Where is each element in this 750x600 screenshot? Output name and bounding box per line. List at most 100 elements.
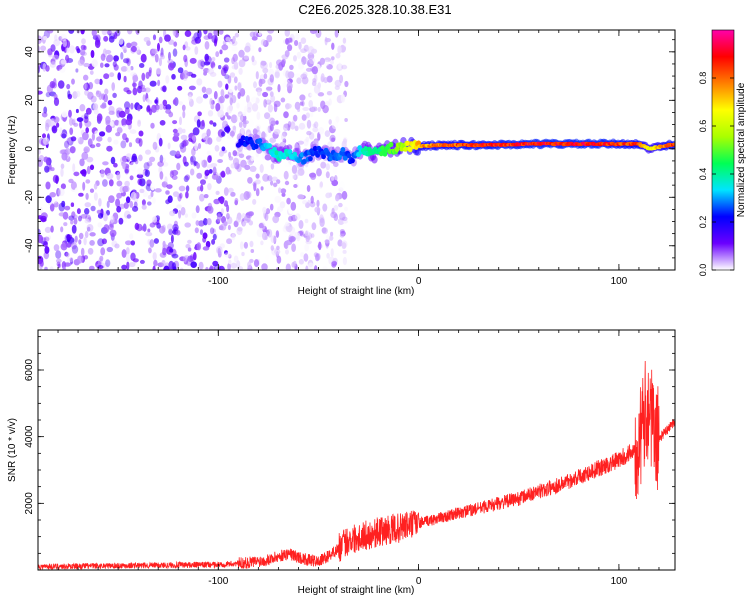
noise-blob <box>84 120 92 128</box>
noise-blob <box>175 150 181 157</box>
noise-blob <box>142 94 146 103</box>
noise-blob <box>181 104 186 112</box>
noise-blob <box>104 63 110 68</box>
noise-blob <box>270 180 274 186</box>
noise-blob <box>196 186 202 192</box>
noise-blob <box>57 80 65 89</box>
noise-blob <box>188 94 193 102</box>
noise-blob <box>203 61 211 66</box>
noise-blob <box>130 41 138 47</box>
noise-blob <box>38 149 41 155</box>
noise-blob <box>185 243 191 249</box>
noise-blob <box>214 35 218 44</box>
noise-blob <box>62 266 67 270</box>
noise-blob <box>307 262 314 270</box>
snr-x-ticks: -100 0 100 <box>37 330 660 587</box>
noise-blob <box>250 249 255 253</box>
noise-blob <box>147 228 151 233</box>
noise-blob <box>168 51 171 61</box>
noise-blob <box>341 64 348 70</box>
noise-blob <box>326 75 333 83</box>
noise-blob <box>38 155 45 162</box>
noise-blob <box>183 54 188 63</box>
noise-blob <box>76 48 81 54</box>
noise-blob <box>137 120 142 127</box>
noise-blob <box>185 185 190 192</box>
noise-blob <box>139 188 145 194</box>
noise-blob <box>161 259 166 267</box>
noise-blob <box>227 224 231 231</box>
noise-blob <box>177 127 183 135</box>
noise-blob <box>130 46 137 53</box>
noise-blob <box>203 30 208 35</box>
noise-blob <box>130 240 136 246</box>
noise-blob <box>39 206 43 214</box>
noise-blob <box>71 245 79 254</box>
noise-blob <box>338 181 345 190</box>
noise-blob <box>272 215 280 224</box>
noise-blob <box>284 162 291 168</box>
noise-blob <box>262 173 270 182</box>
page-title: C2E6.2025.328.10.38.E31 <box>298 2 452 17</box>
noise-blob <box>316 168 322 177</box>
noise-blob <box>309 201 316 208</box>
noise-blob <box>219 95 225 104</box>
noise-blob <box>89 70 94 75</box>
noise-blob <box>287 121 292 128</box>
noise-blob <box>125 118 133 126</box>
noise-blob <box>235 215 242 223</box>
noise-blob <box>342 37 347 44</box>
noise-blob <box>339 74 344 84</box>
noise-blob <box>158 57 162 67</box>
noise-blob <box>203 194 209 199</box>
noise-blob <box>178 101 183 106</box>
noise-blob <box>324 130 331 138</box>
noise-blob <box>76 208 81 215</box>
noise-blob <box>96 209 102 214</box>
noise-blob <box>91 133 95 141</box>
noise-blob <box>307 46 315 55</box>
noise-blob <box>313 265 318 270</box>
y-tick-label: 6000 <box>24 358 35 381</box>
noise-blob <box>44 165 50 173</box>
noise-blob <box>170 234 174 244</box>
noise-blob <box>114 243 120 249</box>
noise-blob <box>218 30 224 35</box>
signal-mark <box>407 146 413 153</box>
noise-blob <box>333 213 339 221</box>
noise-blob <box>218 65 222 70</box>
noise-blob <box>246 107 252 113</box>
noise-blob <box>96 136 103 142</box>
noise-blob <box>319 181 323 188</box>
noise-blob <box>152 216 158 223</box>
noise-blob <box>163 105 168 110</box>
noise-blob <box>91 59 98 68</box>
noise-blob <box>97 213 104 219</box>
noise-blob <box>201 119 205 127</box>
noise-blob <box>132 80 136 89</box>
noise-blob <box>226 204 230 213</box>
colorbar-tick-label: 0.0 <box>698 264 708 277</box>
noise-blob <box>55 175 59 185</box>
noise-blob <box>264 235 268 240</box>
noise-blob <box>60 59 67 65</box>
noise-blob <box>335 194 340 202</box>
noise-blob <box>294 213 301 221</box>
noise-blob <box>304 218 309 224</box>
signal-mark <box>312 145 318 152</box>
noise-blob <box>331 261 338 266</box>
noise-blob <box>298 41 302 50</box>
noise-blob <box>126 261 130 270</box>
noise-blob <box>168 228 173 236</box>
noise-blob <box>50 167 55 172</box>
noise-blob <box>273 128 281 135</box>
noise-blob <box>325 171 330 179</box>
noise-blob <box>78 215 82 222</box>
noise-blob <box>293 184 298 188</box>
noise-blob <box>322 266 328 270</box>
noise-blob <box>231 233 236 241</box>
noise-blob <box>319 57 325 65</box>
noise-blob <box>91 30 97 37</box>
noise-blob <box>146 104 151 112</box>
noise-blob <box>130 191 137 200</box>
